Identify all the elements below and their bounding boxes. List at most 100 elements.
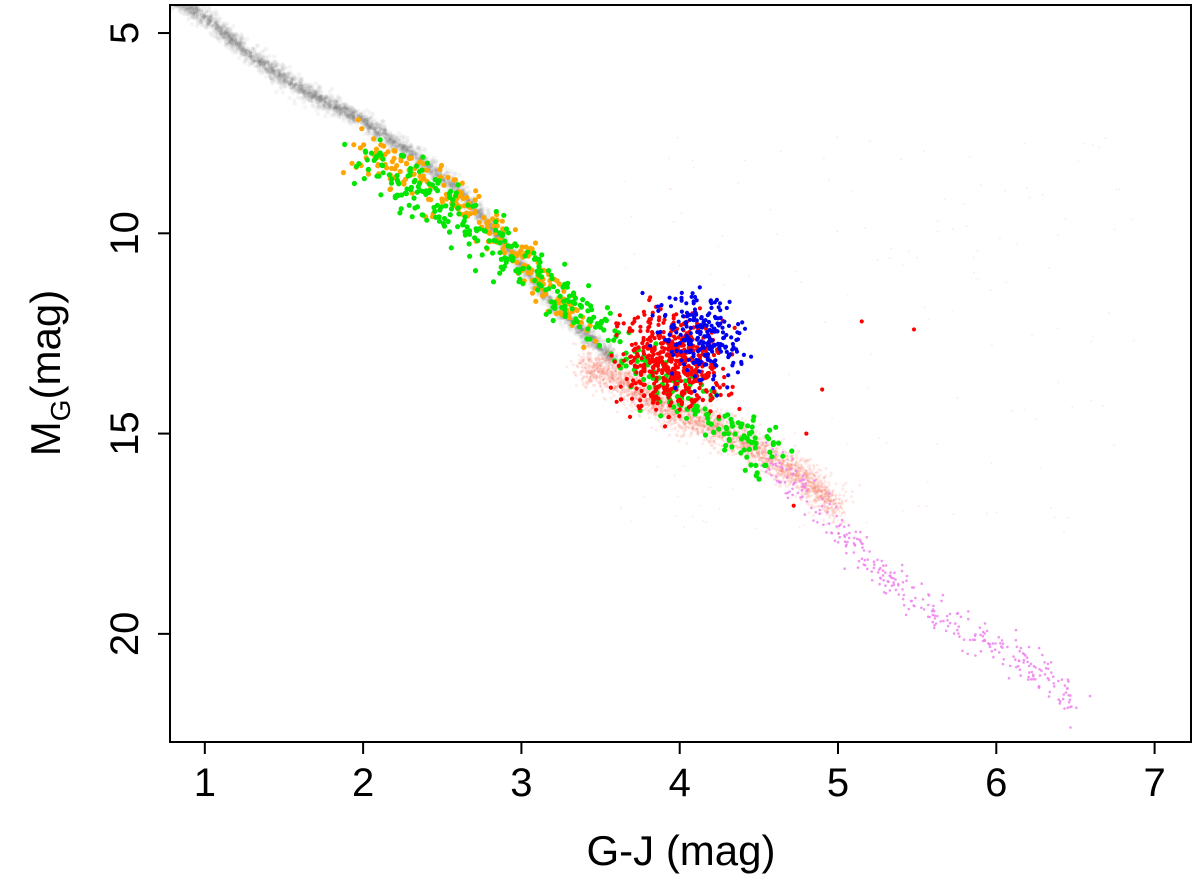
data-point [220,25,226,30]
data-point [185,5,191,10]
data-point [251,46,255,50]
data-point [382,128,387,133]
data-point [203,16,207,20]
data-point [270,67,276,73]
data-point [390,134,394,138]
data-point [405,138,410,143]
data-point [486,207,492,213]
data-point [575,332,580,337]
data-point [838,493,842,497]
data-point [309,88,314,94]
data-point [184,11,190,16]
data-point [822,518,826,522]
data-point [298,81,303,87]
data-point [487,212,493,217]
data-point [244,49,248,53]
data-point [323,100,327,104]
data-point [264,46,269,51]
data-point [233,43,239,48]
data-point [298,88,302,92]
data-point [190,13,196,19]
data-point [391,144,396,149]
data-point [199,16,204,21]
data-point [336,106,341,112]
data-point [433,171,438,176]
data-point [380,119,386,125]
data-point [708,451,712,455]
data-point [343,101,348,107]
data-point [505,248,511,253]
data-point [205,22,210,27]
data-point [284,76,289,81]
data-point [294,83,298,87]
data-point [577,335,583,340]
data-point [404,144,409,150]
data-point [339,107,344,112]
plot-area [170,5,1135,729]
data-point [372,128,377,133]
data-point [193,6,199,11]
data-point [356,113,360,117]
data-point [248,49,253,55]
data-point [288,86,293,90]
data-point [307,83,312,88]
data-point [478,203,483,208]
data-point [409,144,414,149]
data-point [422,146,427,152]
data-point [216,28,220,32]
data-point [366,127,370,131]
data-point [189,6,194,11]
data-point [560,324,565,329]
data-point [348,114,353,120]
data-point [287,81,292,86]
data-point [281,79,286,84]
data-point [222,31,228,37]
data-point [326,101,331,106]
data-point [301,90,306,96]
data-point [316,96,320,100]
data-point [333,105,338,110]
data-point [437,184,442,190]
data-point [610,363,615,368]
data-point [385,137,391,143]
data-point [382,127,387,132]
data-point [309,86,315,91]
data-point [603,345,608,349]
data-point [170,6,175,12]
data-point [395,140,399,144]
data-point [572,330,578,335]
data-point [289,80,293,84]
data-point [375,121,379,125]
data-point [368,130,374,136]
data-point [593,344,598,349]
data-point [313,93,318,98]
data-point [318,107,323,112]
data-point [230,49,236,54]
data-point [586,352,591,357]
data-point [461,186,467,192]
data-point [327,96,333,101]
data-point [351,119,356,125]
data-point [343,112,348,116]
data-point [339,108,344,113]
data-point [236,47,240,51]
data-point [656,418,660,421]
data-point [201,15,207,20]
data-point [205,10,209,14]
data-point [414,156,418,160]
data-point [187,10,192,15]
data-point [272,70,277,76]
data-point [321,95,326,100]
data-point [399,147,404,152]
data-point [345,108,350,114]
data-point [192,5,197,10]
data-point [328,103,333,109]
data-point [394,145,398,149]
data-point [402,143,408,148]
data-point [199,18,205,23]
data-point [277,75,282,80]
data-point [287,64,293,70]
data-point [285,80,289,84]
data-point [192,7,197,13]
